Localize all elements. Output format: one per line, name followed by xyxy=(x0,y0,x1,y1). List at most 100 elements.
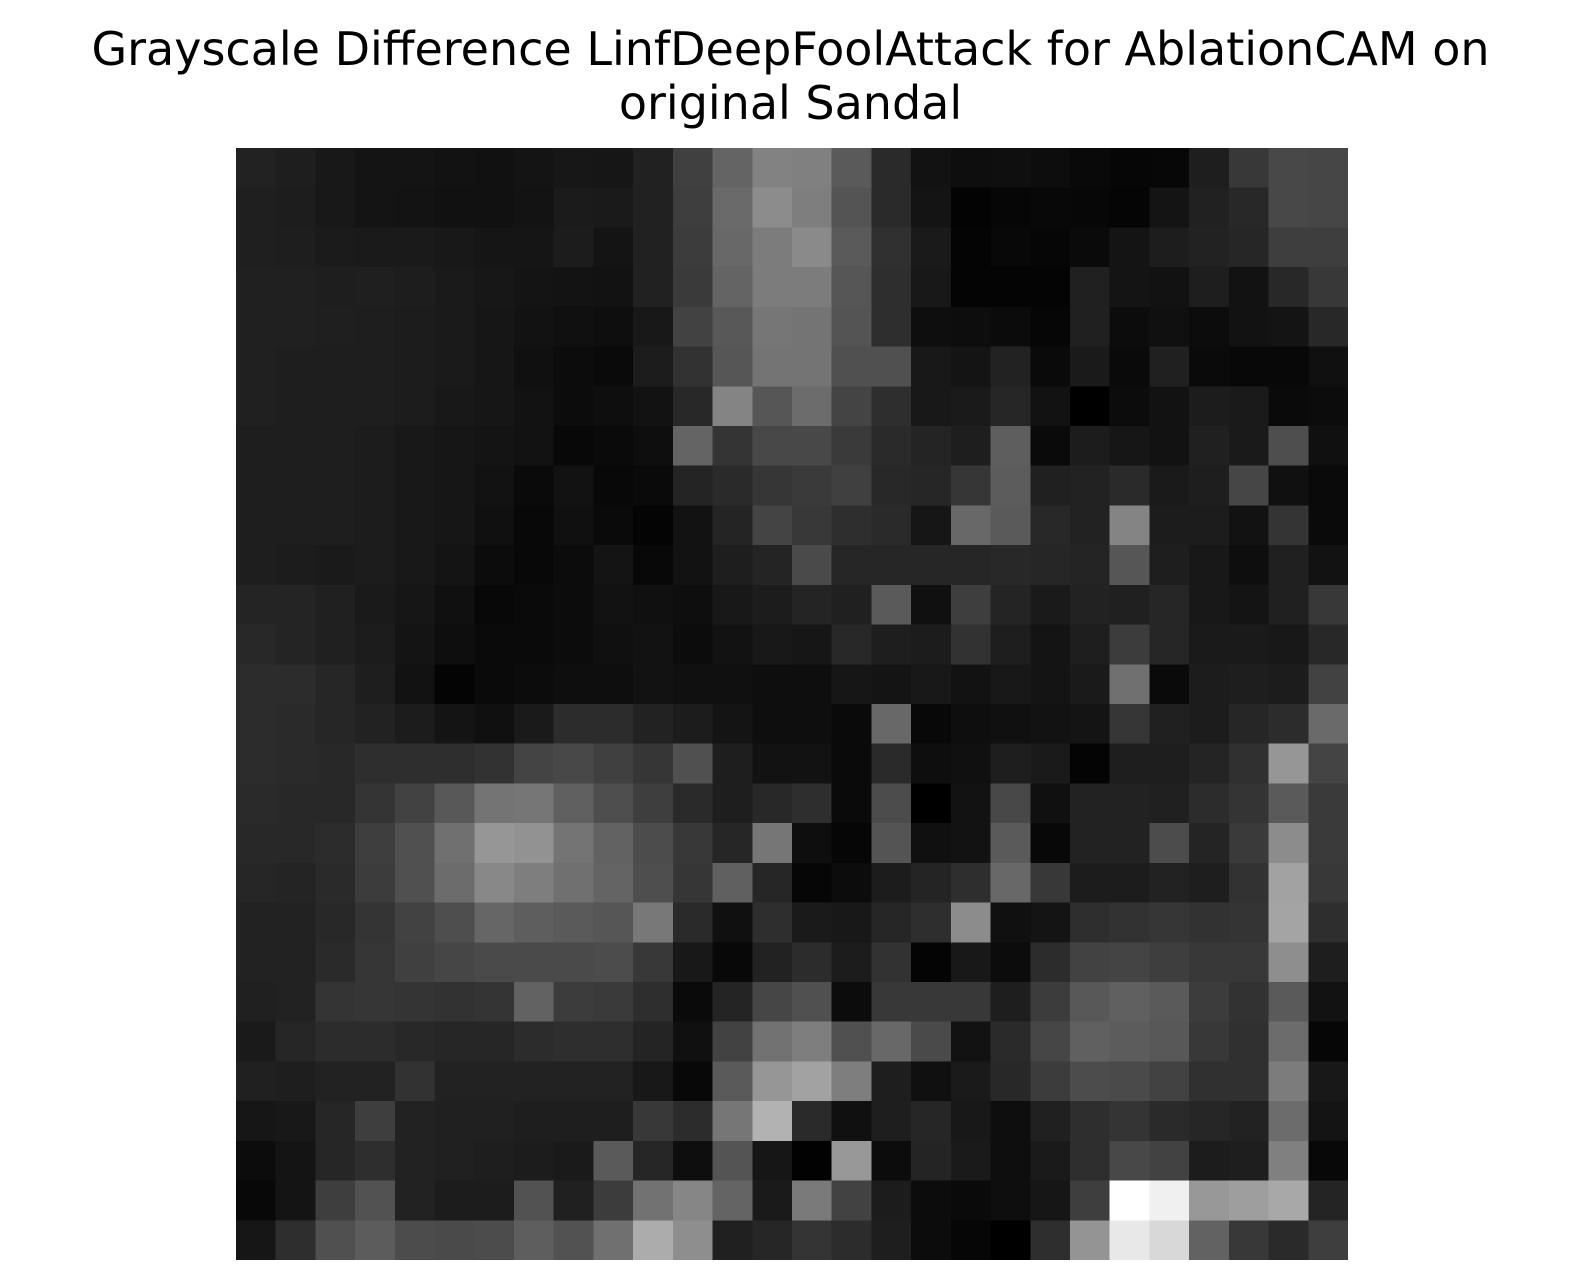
heatmap-cell xyxy=(1109,704,1151,745)
heatmap-cell xyxy=(1189,187,1230,229)
heatmap-cell xyxy=(1030,664,1071,705)
heatmap-cell xyxy=(434,227,475,268)
heatmap-cell xyxy=(236,386,277,427)
heatmap-cell xyxy=(871,664,912,705)
heatmap-cell xyxy=(236,1061,277,1102)
heatmap-cell xyxy=(275,862,317,904)
heatmap-cell xyxy=(1030,267,1071,308)
heatmap-cell xyxy=(1308,982,1348,1023)
heatmap-cell xyxy=(553,783,595,824)
heatmap-cell xyxy=(275,982,317,1023)
heatmap-cell xyxy=(990,902,1031,943)
heatmap-cell xyxy=(712,942,753,983)
heatmap-cell xyxy=(394,584,436,626)
heatmap-cell xyxy=(752,584,793,626)
heatmap-cell xyxy=(752,624,793,665)
heatmap-cell xyxy=(514,902,555,943)
heatmap-cell xyxy=(236,743,277,785)
heatmap-cell xyxy=(355,942,396,983)
heatmap-cell xyxy=(514,346,555,387)
heatmap-cell xyxy=(1268,1021,1309,1063)
heatmap-cell xyxy=(394,862,436,904)
heatmap-cell xyxy=(672,862,714,904)
heatmap-cell xyxy=(871,902,912,943)
heatmap-cell xyxy=(236,346,277,387)
heatmap-cell xyxy=(1109,346,1151,387)
heatmap-cell xyxy=(752,1140,793,1182)
heatmap-cell xyxy=(1070,823,1111,864)
heatmap-cell xyxy=(1030,306,1071,348)
heatmap-cell xyxy=(394,426,436,467)
heatmap-cell xyxy=(712,346,753,387)
heatmap-cell xyxy=(275,187,317,229)
heatmap-cell xyxy=(831,227,873,268)
heatmap-cell xyxy=(593,1021,634,1063)
heatmap-cell xyxy=(712,862,753,904)
heatmap-cell xyxy=(1268,1220,1309,1260)
heatmap-cell xyxy=(315,902,356,943)
heatmap-cell xyxy=(1109,942,1151,983)
heatmap-cell xyxy=(633,267,674,308)
heatmap-cell xyxy=(672,1021,714,1063)
heatmap-cell xyxy=(394,1101,436,1142)
heatmap-cell xyxy=(1109,743,1151,785)
heatmap-cell xyxy=(712,148,753,189)
heatmap-cell xyxy=(474,823,515,864)
heatmap-cell xyxy=(434,465,475,507)
heatmap-cell xyxy=(950,465,992,507)
heatmap-cell xyxy=(355,982,396,1023)
heatmap-cell xyxy=(355,743,396,785)
heatmap-cell xyxy=(434,267,475,308)
heatmap-cell xyxy=(1189,624,1230,665)
heatmap-cell xyxy=(1189,942,1230,983)
heatmap-cell xyxy=(1109,902,1151,943)
heatmap-cell xyxy=(1268,624,1309,665)
heatmap-cell xyxy=(792,346,833,387)
heatmap-cell xyxy=(1228,426,1270,467)
heatmap-cell xyxy=(1189,783,1230,824)
heatmap-cell xyxy=(752,664,793,705)
heatmap-cell xyxy=(434,386,475,427)
heatmap-cell xyxy=(712,1140,753,1182)
heatmap-cell xyxy=(672,386,714,427)
heatmap-cell xyxy=(474,148,515,189)
heatmap-cell xyxy=(593,624,634,665)
heatmap-cell xyxy=(1109,545,1151,586)
heatmap-cell xyxy=(1228,306,1270,348)
heatmap-cell xyxy=(434,584,475,626)
heatmap-cell xyxy=(633,783,674,824)
heatmap-cell xyxy=(315,704,356,745)
heatmap-cell xyxy=(792,505,833,546)
heatmap-cell xyxy=(474,386,515,427)
heatmap-cell xyxy=(593,426,634,467)
heatmap-cell xyxy=(990,148,1031,189)
heatmap-cell xyxy=(275,1021,317,1063)
heatmap-cell xyxy=(434,1220,475,1260)
heatmap-cell xyxy=(1228,783,1270,824)
heatmap-cell xyxy=(633,545,674,586)
heatmap-cell xyxy=(275,942,317,983)
heatmap-cell xyxy=(434,306,475,348)
heatmap-cell xyxy=(474,1061,515,1102)
heatmap-cell xyxy=(1070,505,1111,546)
heatmap-cell xyxy=(1030,545,1071,586)
heatmap-cell xyxy=(1070,743,1111,785)
heatmap-cell xyxy=(355,267,396,308)
heatmap-cell xyxy=(990,426,1031,467)
heatmap-cell xyxy=(514,942,555,983)
heatmap-cell xyxy=(911,187,952,229)
heatmap-cell xyxy=(434,1180,475,1221)
heatmap-cell xyxy=(553,505,595,546)
heatmap-cell xyxy=(1109,227,1151,268)
heatmap-cell xyxy=(1070,346,1111,387)
heatmap-cell xyxy=(831,704,873,745)
heatmap-cell xyxy=(315,982,356,1023)
heatmap-cell xyxy=(752,227,793,268)
heatmap-cell xyxy=(434,148,475,189)
heatmap-cell xyxy=(871,783,912,824)
heatmap-cell xyxy=(593,902,634,943)
heatmap-cell xyxy=(712,743,753,785)
heatmap-cell xyxy=(752,862,793,904)
heatmap-cell xyxy=(275,306,317,348)
heatmap-cell xyxy=(514,704,555,745)
